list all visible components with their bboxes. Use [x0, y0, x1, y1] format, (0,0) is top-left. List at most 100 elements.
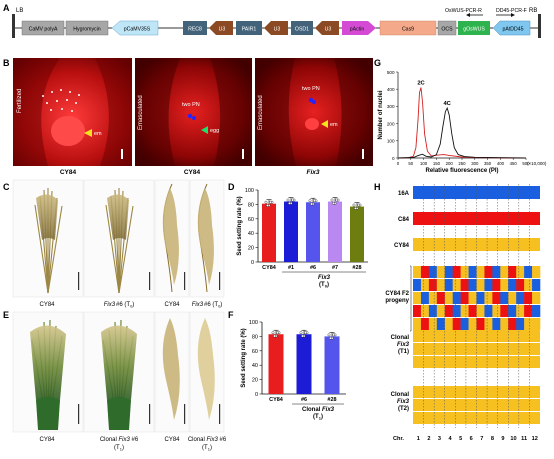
- mosaic-segment: [444, 266, 453, 278]
- series-line-2C: [397, 87, 527, 159]
- chr-label: 11: [521, 436, 527, 442]
- scale-bar: [149, 404, 151, 424]
- mosaic-segment: [436, 305, 446, 317]
- embryo-shape: [51, 116, 85, 146]
- y-tick-label: 100: [249, 320, 258, 326]
- emasculated-label: Emasculated: [258, 95, 264, 130]
- mosaic-segment: [444, 292, 453, 304]
- panel-letter-f: F: [228, 310, 234, 320]
- x-tick-label: 250: [458, 161, 466, 166]
- series-label-2C: 2C: [417, 80, 425, 86]
- em-arrow: [321, 120, 328, 128]
- data-point: [354, 206, 357, 210]
- mosaic-segment: [532, 318, 541, 330]
- bar-2: [284, 201, 298, 262]
- chr-label: 9: [501, 436, 504, 442]
- mosaic-segment: [420, 305, 430, 317]
- mosaic-segment: [460, 292, 469, 304]
- construct-lb: LB: [16, 8, 23, 14]
- row-label-clonal-t1: Clonal: [391, 335, 410, 341]
- category-label: #28: [352, 265, 361, 271]
- chr-label: 12: [532, 436, 538, 442]
- svg-text:OCS: OCS: [441, 27, 453, 33]
- row-label-gen-t2: (T2): [398, 406, 409, 412]
- bar-3: [306, 202, 320, 262]
- mosaic-segment: [468, 305, 477, 317]
- mosaic-segment: [500, 318, 509, 330]
- y-tick-label: 200: [387, 121, 395, 126]
- category-label: CY84: [262, 265, 277, 271]
- chr-label: 4: [448, 436, 452, 442]
- category-label: #28: [327, 397, 336, 403]
- mosaic-segment: [500, 266, 509, 278]
- mosaic-segment: [508, 292, 517, 304]
- mosaic-segment: [444, 305, 453, 317]
- svg-text:pAtDD45: pAtDD45: [502, 27, 523, 33]
- row-label-gen-t1: (T1): [398, 349, 409, 355]
- y-tick-label: 20: [252, 378, 258, 384]
- track-16a: [413, 186, 540, 199]
- mosaic-segment: [436, 318, 446, 330]
- mosaic-segment: [500, 305, 509, 317]
- panel-letter-b: B: [3, 58, 10, 68]
- group-label: Fix3: [318, 275, 331, 281]
- mosaic-segment: [508, 305, 517, 317]
- data-point: [304, 331, 307, 335]
- mosaic-segment: [428, 292, 438, 304]
- svg-text:REC8: REC8: [188, 27, 202, 33]
- data-point: [308, 199, 312, 203]
- mosaic-segment: [508, 318, 517, 330]
- panel-letter-e: E: [3, 310, 9, 320]
- mosaic-segment: [436, 292, 446, 304]
- scale-bar: [78, 272, 80, 290]
- y-tick-label: 0: [392, 156, 395, 161]
- mosaic-segment: [500, 292, 509, 304]
- svg-text:pActin: pActin: [350, 27, 365, 33]
- track-clonal-t1: [413, 330, 540, 342]
- mosaic-segment: [516, 279, 525, 291]
- caption-c-fix3: Fix3#6 (T0): [104, 302, 135, 309]
- y-tick-label: 80: [252, 334, 258, 340]
- caption-e-fix3-gen: (T1): [114, 445, 124, 452]
- mosaic-segment: [532, 305, 541, 317]
- scale-bar: [184, 272, 186, 290]
- svg-text:OSD1: OSD1: [295, 27, 309, 33]
- block-osd1: OSD1: [291, 21, 313, 35]
- em-arrow: [84, 129, 92, 137]
- y-tick-label: 40: [252, 363, 258, 369]
- row-label-16a: 16A: [398, 191, 410, 197]
- scale-bar: [149, 272, 151, 290]
- data-point: [288, 201, 291, 205]
- svg-text:gOsWUS: gOsWUS: [463, 27, 485, 33]
- mosaic-segment: [428, 318, 438, 330]
- micrograph-emasculated-cy84: two PN egg Emasculated CY84: [135, 58, 252, 176]
- category-label: #6: [301, 397, 307, 403]
- group-generation: (T0): [319, 282, 329, 289]
- scale-bar: [219, 404, 221, 424]
- data-point: [266, 204, 269, 207]
- mosaic-segment: [452, 279, 461, 291]
- block-hygromycin: Hygromycin: [65, 20, 109, 36]
- chr-label: 6: [470, 436, 473, 442]
- mosaic-segment: [492, 292, 501, 304]
- primer-arrows: OsWUS-PCR-R DD45-PCR-F: [445, 8, 527, 17]
- caption-e-cy84-panicle: CY84: [164, 437, 180, 443]
- data-point: [310, 202, 313, 206]
- data-point: [269, 200, 272, 204]
- mosaic-segment: [484, 305, 493, 317]
- bar-5: [350, 206, 364, 262]
- data-point: [335, 198, 338, 202]
- data-point: [271, 331, 275, 335]
- scale-bar: [242, 149, 244, 159]
- svg-text:pCaMV35S: pCaMV35S: [124, 27, 151, 33]
- mosaic-segment: [460, 318, 469, 330]
- mosaic-segment: [492, 305, 501, 317]
- svg-text:Cas9: Cas9: [402, 27, 414, 33]
- mosaic-segment: [460, 305, 469, 317]
- mosaic-segment: [452, 266, 461, 278]
- mosaic-segment: [516, 292, 525, 304]
- mosaic-segment: [452, 318, 461, 330]
- mosaic-segment: [420, 266, 430, 278]
- y-tick-label: 100: [387, 139, 395, 144]
